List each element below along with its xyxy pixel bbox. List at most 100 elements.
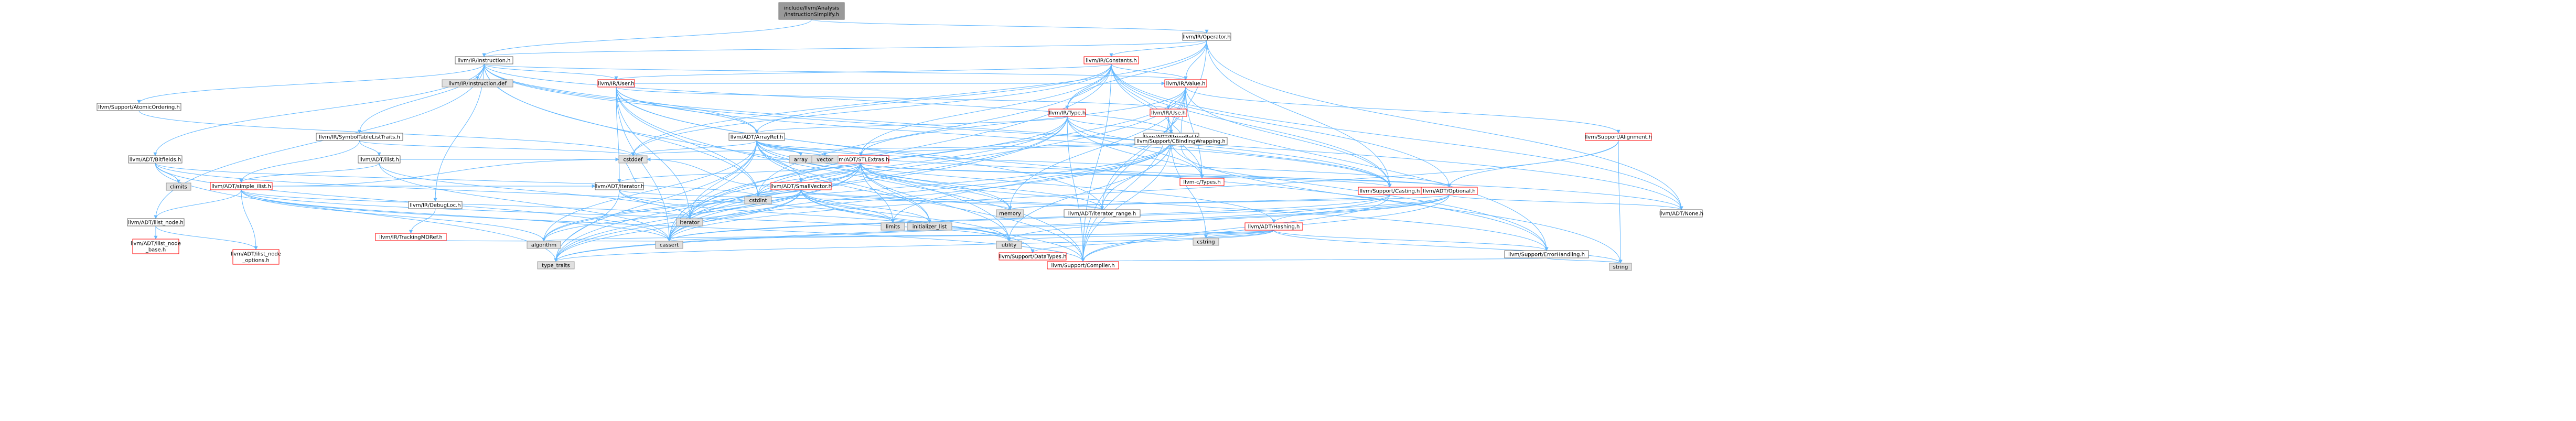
node-box	[1585, 133, 1652, 141]
node-ilist[interactable]: llvm/ADT/ilist.h	[358, 155, 401, 164]
node-smallvector[interactable]: llvm/ADT/SmallVector.h	[770, 182, 832, 190]
edge-constants-to-stringref	[1111, 63, 1173, 134]
edge-operator-to-cstddef	[631, 40, 1207, 156]
node-box	[595, 182, 644, 190]
node-cstring[interactable]: cstring	[1193, 238, 1219, 246]
dependency-edges	[137, 19, 1683, 264]
node-cstdint[interactable]: cstdint	[744, 196, 772, 204]
node-label: llvm/Support/Compiler.h	[1051, 263, 1114, 269]
node-box	[728, 133, 785, 141]
node-iteratorh[interactable]: iterator	[676, 218, 703, 226]
node-label: cassert	[660, 243, 679, 249]
edge-simpleilist-to-iteratorh	[241, 189, 692, 219]
node-label: /InstructionSimplify.h	[784, 12, 839, 18]
node-instruction[interactable]: llvm/IR/Instruction.h	[455, 56, 513, 64]
node-atomic[interactable]: llvm/Support/AtomicOrdering.h	[96, 103, 181, 111]
node-iterrange[interactable]: llvm/ADT/iterator_range.h	[1064, 209, 1141, 218]
node-box	[1083, 56, 1139, 64]
node-ilistnodeopts[interactable]: llvm/ADT/ilist_node_options.h	[231, 249, 281, 265]
node-box	[1179, 178, 1225, 186]
node-box	[1421, 187, 1478, 195]
edge-operator-to-casting	[1206, 40, 1392, 188]
edge-symtab-to-ilist	[359, 140, 381, 156]
edge-casting-to-compiler	[1081, 194, 1390, 262]
node-cbw[interactable]: llvm/Support/CBindingWrapping.h	[1134, 137, 1228, 145]
node-typetraits[interactable]: type_traits	[537, 261, 575, 269]
node-symtab[interactable]: llvm/IR/SymbolTableListTraits.h	[316, 133, 403, 141]
node-utility[interactable]: utility	[996, 241, 1022, 249]
node-hashing[interactable]: llvm/ADT/Hashing.h	[1244, 222, 1303, 231]
edge-stlextras-to-iteratorh	[688, 163, 861, 219]
edge-user-to-errh	[616, 87, 1549, 251]
node-box	[1609, 263, 1632, 271]
node-use[interactable]: llvm/IR/Use.h	[1150, 109, 1187, 117]
edge-stlextras-to-initlist	[861, 163, 931, 223]
edge-type-to-iteratorh	[688, 116, 1068, 219]
node-root[interactable]: include/llvm/Analysis/InstructionSimplif…	[778, 2, 845, 20]
node-arrayref[interactable]: llvm/ADT/ArrayRef.h	[728, 133, 785, 141]
edge-optional-to-none	[1449, 194, 1683, 210]
edge-root-to-operator	[811, 19, 1209, 34]
node-constants[interactable]: llvm/IR/Constants.h	[1083, 56, 1139, 64]
node-memory[interactable]: memory	[996, 209, 1024, 218]
edge-stringref-to-compiler	[1081, 140, 1172, 262]
node-compiler[interactable]: llvm/Support/Compiler.h	[1047, 261, 1119, 269]
edge-stlextras-to-optional	[861, 163, 1451, 188]
node-debugloc[interactable]: llvm/IR/DebugLoc.h	[408, 201, 463, 209]
node-box	[537, 261, 575, 269]
node-casting[interactable]: llvm/Support/Casting.h	[1358, 187, 1422, 195]
edge-operator-to-instruction	[482, 40, 1207, 57]
node-label: type_traits	[542, 263, 570, 269]
node-bitfields[interactable]: llvm/ADT/Bitfields.h	[128, 155, 183, 164]
node-box	[907, 222, 952, 231]
node-value[interactable]: llvm/IR/Value.h	[1164, 79, 1207, 88]
edge-cbw-to-ctypes	[1180, 144, 1204, 179]
edge-value-to-ctypes	[1185, 87, 1204, 179]
node-alignment[interactable]: llvm/Support/Alignment.h	[1585, 133, 1652, 141]
node-trackingmd[interactable]: llvm/IR/TrackingMDRef.h	[375, 233, 447, 241]
node-string[interactable]: string	[1609, 263, 1632, 271]
node-label: llvm/IR/TrackingMDRef.h	[379, 235, 443, 241]
node-optional[interactable]: llvm/ADT/Optional.h	[1421, 187, 1478, 195]
node-label: llvm/ADT/None.h	[1659, 211, 1703, 217]
node-type[interactable]: llvm/IR/Type.h	[1048, 109, 1086, 117]
node-cstddef[interactable]: cstddef	[618, 155, 648, 164]
node-algorithm[interactable]: algorithm	[527, 241, 561, 249]
node-instdef[interactable]: llvm/IR/Instruction.def	[442, 79, 513, 88]
edge-operator-to-none	[1206, 40, 1683, 210]
node-limits[interactable]: limits	[881, 222, 905, 231]
edge-stlextras-to-errh	[861, 163, 1549, 251]
node-ilistnodebase[interactable]: llvm/ADT/ilist_node_base.h	[131, 239, 181, 254]
node-operator[interactable]: llvm/IR/Operator.h	[1182, 33, 1231, 41]
node-ctypes[interactable]: llvm-c/Types.h	[1179, 178, 1225, 186]
node-box	[1193, 238, 1219, 246]
node-none[interactable]: llvm/ADT/None.h	[1659, 209, 1703, 218]
node-label: utility	[1002, 243, 1017, 249]
edge-simpleilist-to-cstddef	[272, 157, 619, 187]
node-label: llvm/IR/Use.h	[1151, 111, 1186, 116]
node-errh[interactable]: llvm/Support/ErrorHandling.h	[1504, 250, 1589, 258]
node-array[interactable]: array	[789, 155, 813, 164]
edge-bitfields-to-climits	[155, 163, 180, 183]
edge-smallvector-to-utility	[801, 189, 1011, 242]
edge-arrayref-to-stlextras	[756, 140, 863, 156]
node-vector[interactable]: vector	[811, 155, 839, 164]
node-label: string	[1613, 265, 1628, 271]
node-climits[interactable]: climits	[166, 182, 191, 191]
node-simpleilist[interactable]: llvm/ADT/simple_ilist.h	[210, 182, 273, 190]
node-datatypes[interactable]: llvm/Support/DataTypes.h	[999, 252, 1067, 261]
edge-constants-to-cstdint	[756, 63, 1112, 197]
edge-optional-to-memory	[1008, 194, 1450, 210]
edge-hashing-to-datatypes	[1031, 230, 1274, 253]
edge-symtab-to-simpleilist	[239, 140, 360, 183]
node-initlist[interactable]: initializer_list	[907, 222, 952, 231]
node-cassert[interactable]: cassert	[655, 241, 683, 249]
edge-debugloc-to-trackingmd	[409, 208, 436, 234]
edge-constants-to-optional	[1111, 63, 1451, 188]
edge-operator-to-value	[1184, 40, 1207, 80]
node-ilistnode[interactable]: llvm/ADT/ilist_node.h	[127, 218, 185, 226]
node-stlextras[interactable]: llvm/ADT/STLExtras.h	[832, 155, 889, 164]
node-iterator[interactable]: llvm/ADT/iterator.h	[595, 182, 644, 190]
node-user[interactable]: llvm/IR/User.h	[597, 79, 635, 88]
